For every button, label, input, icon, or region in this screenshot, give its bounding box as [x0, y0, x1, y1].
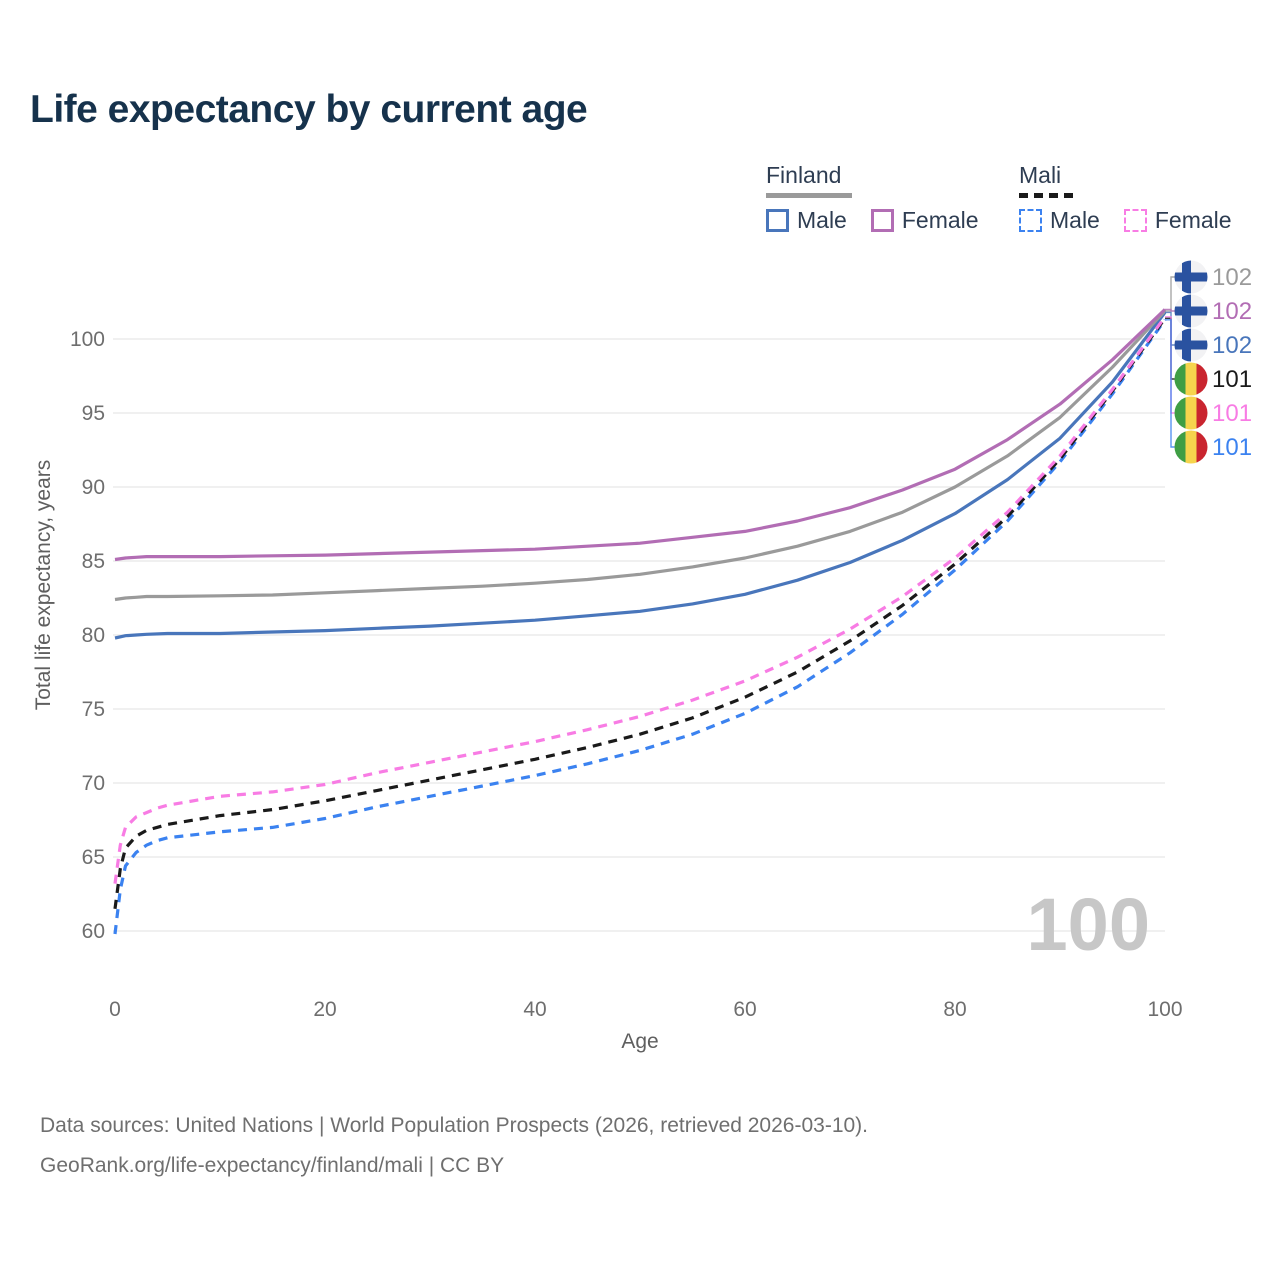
- y-tick-label-60: 60: [82, 920, 105, 943]
- y-tick-label-75: 75: [82, 698, 105, 721]
- life-expectancy-chart: 60 65 70 75 80 85 90 95 100 0 20 40 60 80 100 Age Total …: [32, 260, 1252, 1053]
- x-tick-label-80: 80: [943, 998, 966, 1021]
- mali-flag-icon: [1174, 430, 1208, 464]
- x-tick-label-0: 0: [109, 998, 121, 1021]
- legend-mali-female-swatch[interactable]: [1123, 209, 1147, 232]
- y-tick-label-65: 65: [82, 846, 105, 869]
- legend-mali-female-label[interactable]: Female: [1154, 207, 1232, 233]
- series-line-finland-female[interactable]: [114, 308, 1167, 562]
- end-label-connector-mali-both: [1165, 317, 1175, 380]
- legend-group-finland: Finland Male Female: [766, 162, 995, 234]
- x-tick-label-100: 100: [1147, 998, 1182, 1021]
- legend-mali-line-swatch: [1019, 193, 1073, 198]
- y-tick-label-70: 70: [82, 772, 105, 795]
- footer-line-license: GeoRank.org/life-expectancy/finland/mali…: [40, 1154, 505, 1177]
- legend-group-mali: Mali Male Female: [1019, 162, 1248, 234]
- y-axis-title: Total life expectancy, years: [32, 460, 55, 711]
- legend-finland-male-label[interactable]: Male: [797, 207, 847, 233]
- legend-mali-male-label[interactable]: Male: [1050, 207, 1100, 233]
- finland-flag-icon: [1174, 294, 1208, 328]
- mali-flag-icon: [1174, 396, 1208, 430]
- legend-finland-title: Finland: [766, 162, 842, 188]
- series-line-finland-both[interactable]: [114, 309, 1167, 602]
- series-line-finland-male[interactable]: [114, 311, 1167, 640]
- series-line-mali-both[interactable]: [113, 317, 1167, 910]
- end-label-connector-mali-female: [1165, 316, 1175, 414]
- end-label-connector-mali-male: [1165, 319, 1175, 448]
- legend-finland-female-label[interactable]: Female: [901, 207, 979, 233]
- x-tick-label-20: 20: [313, 998, 336, 1021]
- end-value-label-mali-male: 101: [1212, 434, 1252, 461]
- legend-finland-male-swatch[interactable]: [766, 209, 789, 232]
- finland-flag-icon: [1174, 260, 1208, 294]
- finland-flag-icon: [1174, 328, 1208, 362]
- legend-finland-female-swatch[interactable]: [870, 209, 894, 232]
- age-watermark: 100: [1027, 883, 1150, 966]
- end-value-label-finland-both: 102: [1212, 264, 1252, 291]
- end-value-label-finland-male: 102: [1212, 332, 1252, 359]
- end-value-label-mali-both: 101: [1212, 366, 1252, 393]
- series-line-mali-male[interactable]: [113, 318, 1167, 935]
- footer-line-sources: Data sources: United Nations | World Pop…: [40, 1114, 869, 1137]
- y-tick-label-95: 95: [82, 402, 105, 425]
- end-label-connector-finland-female: [1165, 308, 1175, 312]
- x-axis-title: Age: [621, 1030, 658, 1053]
- x-tick-label-60: 60: [733, 998, 756, 1021]
- page-title: Life expectancy by current age: [30, 88, 588, 131]
- end-value-label-mali-female: 101: [1212, 400, 1252, 427]
- legend-finland-line-swatch: [766, 193, 852, 198]
- mali-flag-icon: [1174, 362, 1208, 396]
- y-tick-label-85: 85: [82, 550, 105, 573]
- y-tick-label-100: 100: [70, 328, 105, 351]
- y-tick-label-90: 90: [82, 476, 105, 499]
- x-tick-label-40: 40: [523, 998, 546, 1021]
- y-tick-label-80: 80: [82, 624, 105, 647]
- series-line-mali-female[interactable]: [113, 315, 1167, 884]
- data-source-footer: Data sources: United Nations | World Pop…: [40, 1106, 868, 1186]
- end-label-connector-finland-both: [1165, 276, 1175, 312]
- legend-mali-title: Mali: [1019, 162, 1062, 188]
- end-value-label-finland-female: 102: [1212, 298, 1252, 325]
- legend-mali-male-swatch[interactable]: [1019, 209, 1042, 232]
